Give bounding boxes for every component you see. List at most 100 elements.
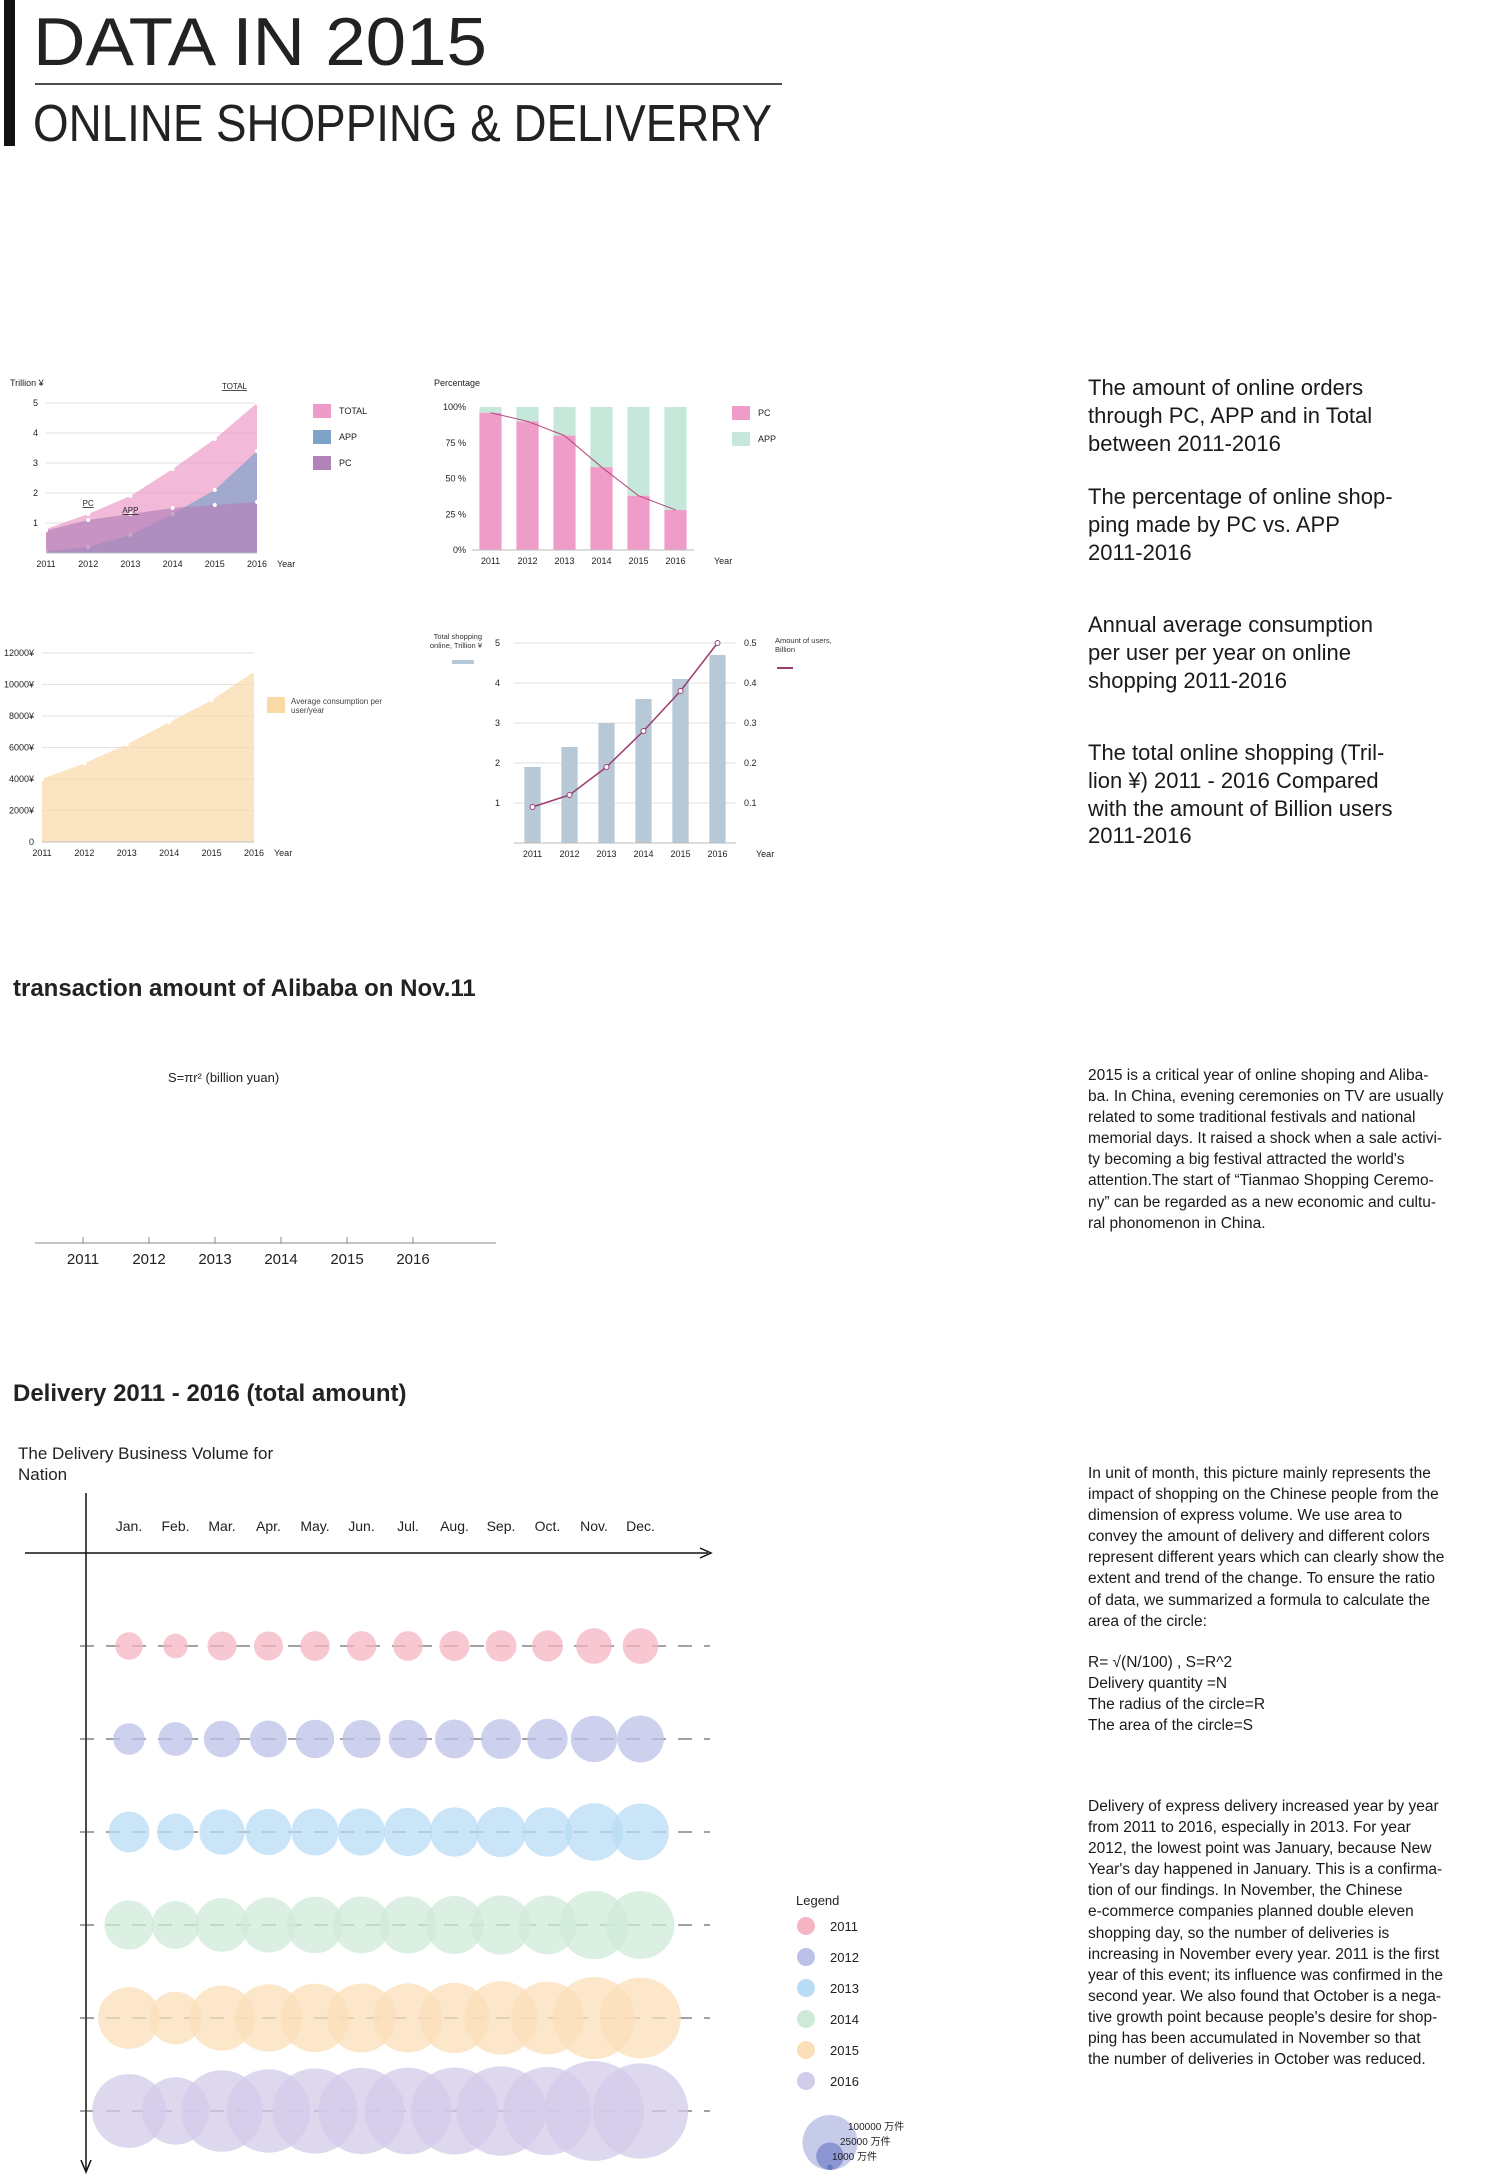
text-line: ping made by PC vs. APP (1088, 511, 1340, 537)
y-tick-label: 1 (33, 518, 38, 528)
bubble (606, 1891, 675, 1959)
bar-segment (627, 407, 650, 496)
legend-label: PC (758, 408, 771, 418)
bar-segment (627, 495, 650, 550)
subtitle: The Delivery Business Volume for Nation (18, 1444, 274, 1484)
bubble (480, 1718, 522, 1760)
x-axis-title: Year (274, 848, 292, 858)
point (603, 764, 610, 770)
area (46, 502, 257, 553)
bubble (253, 1631, 284, 1661)
y-tick-label: 0.3 (744, 718, 757, 728)
bubble (383, 1807, 433, 1857)
y-tick-label: 50 % (445, 474, 466, 484)
y-axis-title: Trillion ¥ (10, 378, 45, 388)
text-line: extent and trend of the change. To ensur… (1088, 1570, 1435, 1588)
text-line: increasing in November every year. 2011 … (1088, 1945, 1440, 1963)
x-tick-label: 2013 (117, 848, 137, 858)
legend-label: APP (339, 432, 357, 442)
bubble (522, 1807, 573, 1857)
y-tick-label: 4000¥ (9, 774, 35, 784)
legend-label: 2016 (830, 2074, 859, 2089)
text-line: tion of our findings. In November, the C… (1088, 1882, 1403, 1900)
legend-label: 2014 (830, 2012, 859, 2027)
bubble (286, 1896, 344, 1954)
bubble (471, 1895, 531, 1955)
size-legend-label: 25000 万件 (840, 2136, 891, 2148)
point (566, 792, 573, 798)
legend-swatch (797, 1917, 815, 1935)
x-tick-label: 2016 (244, 848, 264, 858)
text-line: shopping 2011-2016 (1088, 667, 1287, 693)
text-line: The percentage of online shop- (1088, 484, 1393, 509)
legend-label: 2013 (830, 1981, 859, 1996)
text-line: convey the amount of delivery and differ… (1088, 1528, 1430, 1546)
bubble (158, 1722, 193, 1756)
legend-swatch (313, 456, 331, 470)
bubble (104, 1900, 154, 1950)
bubble (240, 1897, 297, 1953)
y-tick-label: 0% (453, 545, 466, 555)
x-tick-label: 2011 (481, 556, 500, 566)
y-tick-label: 5 (495, 638, 500, 648)
x-tick-label: 2014 (633, 849, 653, 859)
text-line: ny” can be regarded as a new economic an… (1088, 1193, 1437, 1211)
size-legend-label: 1000 万件 (832, 2151, 877, 2163)
point (255, 500, 259, 504)
x-tick-label: 2012 (74, 848, 94, 858)
legend-label: APP (758, 434, 776, 444)
text-line: The radius of the circle=R (1088, 1696, 1266, 1714)
x-tick-label: 2014 (264, 1251, 297, 1268)
text-line: The area of the circle=S (1088, 1717, 1253, 1735)
bubble (559, 1890, 629, 1960)
text-line: Annual average consumption (1088, 612, 1373, 637)
x-tick-label: 2011 (67, 1251, 99, 1268)
text-line: ba. In China, evening ceremonies on TV a… (1088, 1088, 1444, 1106)
text-line: ral phonomenon in China. (1088, 1214, 1266, 1232)
paragraph: In unit of month, this picture mainly re… (1088, 1463, 1444, 1632)
text-line: lion ¥) 2011 - 2016 Compared (1088, 767, 1379, 793)
size-legend-circle (827, 2164, 833, 2170)
bubble (199, 1809, 245, 1855)
month-label: Nov. (580, 1518, 608, 1534)
x-tick-label: 2012 (517, 556, 537, 566)
bar-segment (664, 509, 687, 550)
y-tick-label: 0.2 (744, 758, 757, 768)
x-tick-label: 2013 (198, 1251, 231, 1268)
x-tick-label: 2015 (205, 559, 225, 569)
point (209, 698, 214, 703)
legend-label: Amount of users, Billion (775, 636, 832, 654)
text-line: Year's day happened in January. This is … (1088, 1861, 1443, 1879)
legend-swatch (313, 430, 331, 444)
bubble (576, 1628, 612, 1664)
x-tick-label: 2011 (36, 559, 55, 569)
text-line: R= √(N/100) , S=R^2 (1088, 1654, 1233, 1671)
point (82, 761, 87, 766)
bubble (346, 1631, 377, 1661)
point (128, 512, 133, 516)
text-line: area of the circle: (1088, 1612, 1207, 1630)
bar-segment (664, 407, 687, 510)
y-tick-label: 0.1 (744, 798, 757, 808)
point (124, 742, 129, 747)
x-tick-label: 2015 (628, 556, 648, 566)
point (252, 669, 256, 674)
bar-segment (479, 412, 502, 550)
bubble (245, 1808, 292, 1856)
x-tick-label: 2014 (163, 559, 183, 569)
y-tick-label: 1 (495, 798, 500, 808)
legend-swatch (797, 2041, 815, 2059)
x-tick-label: 2013 (596, 849, 616, 859)
arrow (699, 1547, 713, 1559)
text-line: 2012, the lowest point was January, beca… (1088, 1840, 1432, 1858)
line (532, 642, 719, 808)
text-line: 2015 is a critical year of online shopin… (1088, 1067, 1429, 1084)
text-line: with the amount of Billion users (1088, 795, 1393, 821)
month-label: Oct. (535, 1518, 561, 1534)
description: Annual average consumption per user per y… (1088, 611, 1373, 694)
bar (598, 723, 615, 843)
month-label: Apr. (256, 1518, 281, 1534)
x-tick-label: 2016 (247, 559, 267, 569)
bubble (250, 1720, 287, 1758)
